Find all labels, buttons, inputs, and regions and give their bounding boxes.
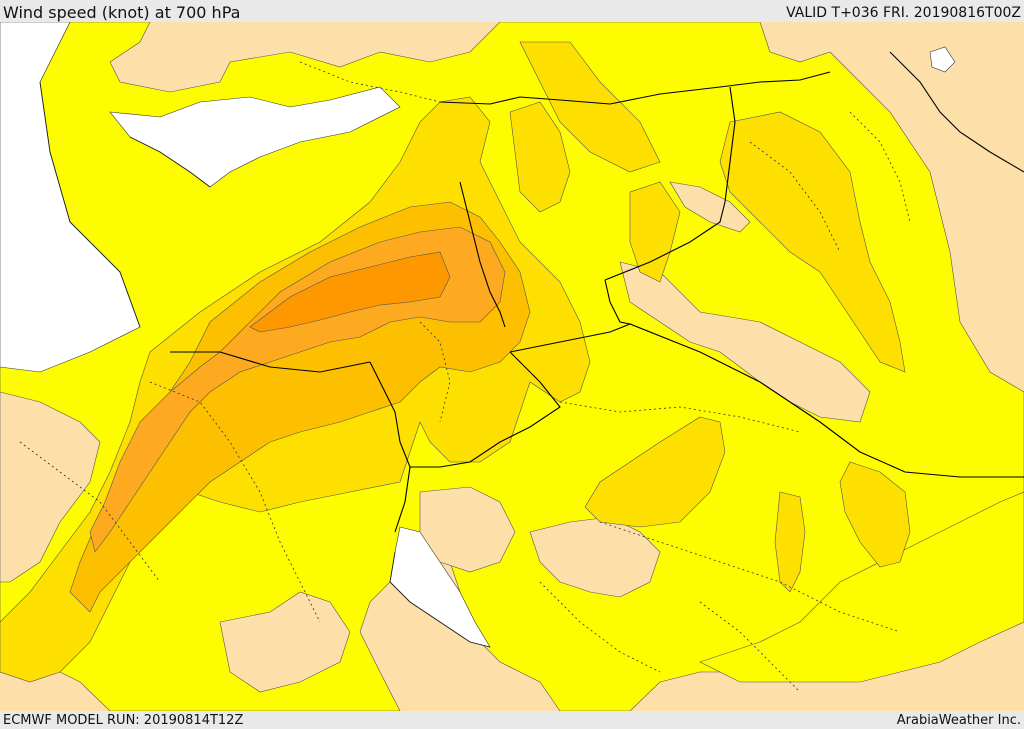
- wind-band-2-southeast: [584, 416, 726, 528]
- wind-band-5: [249, 251, 451, 333]
- border-line-10: [889, 51, 1024, 173]
- wind-band-2-patch: [774, 491, 806, 593]
- border-line-7: [394, 466, 411, 533]
- border-line-9: [170, 351, 371, 373]
- coastline-3: [129, 136, 211, 188]
- coastline-2: [389, 551, 491, 648]
- header-bar: [0, 0, 1024, 22]
- province-line-4: [749, 141, 841, 253]
- coastline-1: [39, 81, 141, 328]
- province-line-1: [149, 381, 321, 623]
- model-run: ECMWF MODEL RUN: 20190814T12Z: [3, 713, 244, 728]
- map-title: Wind speed (knot) at 700 hPa: [3, 3, 241, 22]
- wind-band-1-east: [699, 491, 1024, 683]
- province-line-9: [419, 321, 451, 423]
- border-line-6: [369, 361, 411, 468]
- land-pocket-south: [419, 486, 516, 573]
- credit-text: ArabiaWeather Inc.: [896, 713, 1021, 728]
- province-boundaries: [19, 61, 911, 693]
- border-line-8: [459, 181, 506, 328]
- country-borders: [170, 51, 1024, 533]
- wind-band-2-inner-north: [509, 101, 571, 213]
- land-pocket-east: [619, 261, 871, 423]
- footer-bar: [0, 711, 1024, 729]
- province-line-7: [539, 581, 661, 673]
- border-line-4: [410, 351, 561, 468]
- land-pocket-west: [0, 391, 101, 583]
- border-line-2: [604, 86, 736, 281]
- valid-time: VALID T+036 FRI. 20190816T00Z: [786, 5, 1021, 21]
- wind-speed-map: [0, 22, 1024, 711]
- wind-band-4: [89, 226, 506, 553]
- land-pocket-southwest: [219, 591, 351, 693]
- border-line-1: [439, 71, 831, 105]
- province-line-5: [299, 61, 441, 103]
- province-line-10: [699, 601, 801, 693]
- border-line-5: [629, 323, 1024, 478]
- wind-band-2-east: [719, 111, 906, 373]
- coastlines: [39, 81, 491, 648]
- province-line-8: [849, 111, 911, 223]
- land-pocket-ne: [669, 181, 751, 233]
- sea-small: [929, 46, 956, 73]
- wind-band-2-far-east: [839, 461, 911, 568]
- wind-band-2-north: [519, 41, 661, 173]
- province-line-6: [19, 441, 161, 583]
- province-line-2: [559, 401, 801, 433]
- wind-band-2-mid: [629, 181, 681, 283]
